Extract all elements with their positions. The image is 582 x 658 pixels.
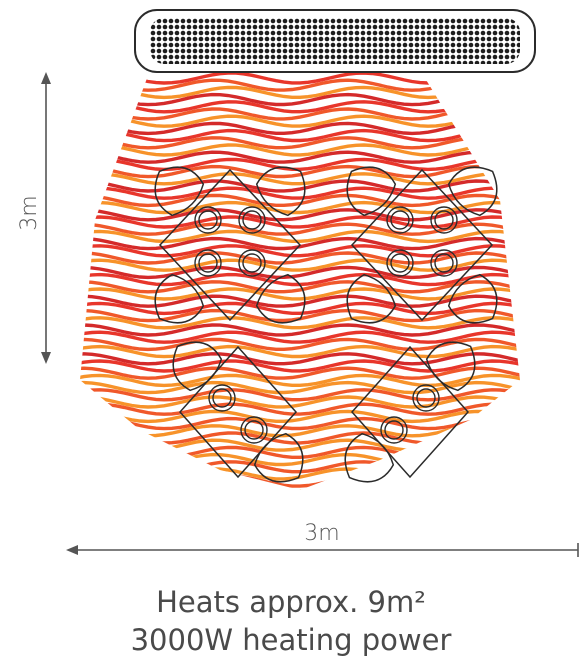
heat-wave (80, 136, 520, 150)
heat-wave (80, 373, 520, 388)
coverage-caption: Heats approx. 9m² (156, 585, 426, 619)
chair-icon (255, 166, 306, 217)
arrow-up-icon (41, 72, 51, 84)
plate-icon (380, 416, 408, 444)
chair-icon (447, 273, 498, 324)
table-top (350, 168, 494, 322)
heat-wave (80, 352, 520, 366)
heat-wave (80, 251, 520, 265)
table-with-chairs-icon (154, 166, 306, 324)
heat-wave (80, 409, 520, 424)
table-top (178, 345, 298, 479)
heat-wave (80, 244, 520, 258)
plate-icon (194, 249, 222, 277)
chair-icon (425, 341, 476, 392)
heat-wave (80, 164, 520, 179)
heat-wave (80, 294, 520, 308)
chair-icon (172, 341, 223, 392)
height-dimension: 3m (17, 72, 51, 364)
table-top (158, 168, 302, 322)
plate-icon (386, 249, 414, 277)
table-with-chairs-icon (172, 341, 304, 483)
heat-wave (80, 380, 520, 395)
heat-wave (80, 344, 520, 359)
chair-icon (154, 273, 205, 324)
arrow-down-icon (41, 352, 51, 364)
plate-icon (238, 249, 266, 277)
table-top (350, 345, 470, 479)
heat-wave (80, 208, 520, 222)
plate-icon (412, 384, 440, 412)
chair-icon (346, 273, 397, 324)
heat-wave (80, 323, 520, 337)
heat-waves (80, 71, 520, 490)
heat-wave (80, 395, 520, 409)
chair-icon (344, 432, 395, 483)
plate-icon (386, 206, 414, 234)
heat-wave (80, 359, 520, 373)
heat-wave (80, 388, 520, 402)
plate-icon (430, 249, 458, 277)
heat-wave (80, 265, 520, 280)
table-group (154, 166, 498, 483)
heat-wave (80, 416, 520, 431)
heat-wave (80, 366, 520, 380)
heat-wave (80, 71, 520, 85)
chair-icon (255, 273, 306, 324)
heat-wave (80, 143, 520, 157)
heat-wave (80, 330, 520, 344)
heat-wave (80, 316, 520, 330)
heat-wave (80, 337, 520, 352)
heat-wave (80, 215, 520, 229)
heat-wave (80, 258, 520, 272)
chair-icon (447, 166, 498, 217)
heat-wave (80, 193, 520, 208)
power-caption: 3000W heating power (130, 623, 452, 657)
heat-wave (80, 172, 520, 186)
table-with-chairs-icon (346, 166, 498, 324)
table-with-chairs-icon (344, 341, 476, 483)
heater-icon (134, 9, 536, 73)
heat-wave (80, 280, 520, 294)
heat-wave (80, 128, 520, 143)
heat-wave (80, 402, 520, 416)
width-label: 3m (304, 521, 339, 546)
heat-wave (80, 179, 520, 193)
width-dimension: 3m (66, 521, 579, 557)
arrow-left-icon (66, 545, 78, 555)
chair-icon (154, 166, 205, 217)
heat-wave (80, 150, 520, 164)
heat-wave (80, 308, 520, 323)
plate-icon (208, 384, 236, 412)
plate-icon (194, 206, 222, 234)
heat-wave (80, 301, 520, 316)
heat-wave (80, 222, 520, 236)
chair-icon (253, 432, 304, 483)
plate-icon (430, 206, 458, 234)
plate-icon (240, 416, 268, 444)
heat-wave (80, 186, 520, 200)
heat-wave (80, 287, 520, 301)
height-label: 3m (17, 195, 42, 230)
plate-icon (238, 206, 266, 234)
chair-icon (346, 166, 397, 217)
heat-wave (80, 236, 520, 251)
